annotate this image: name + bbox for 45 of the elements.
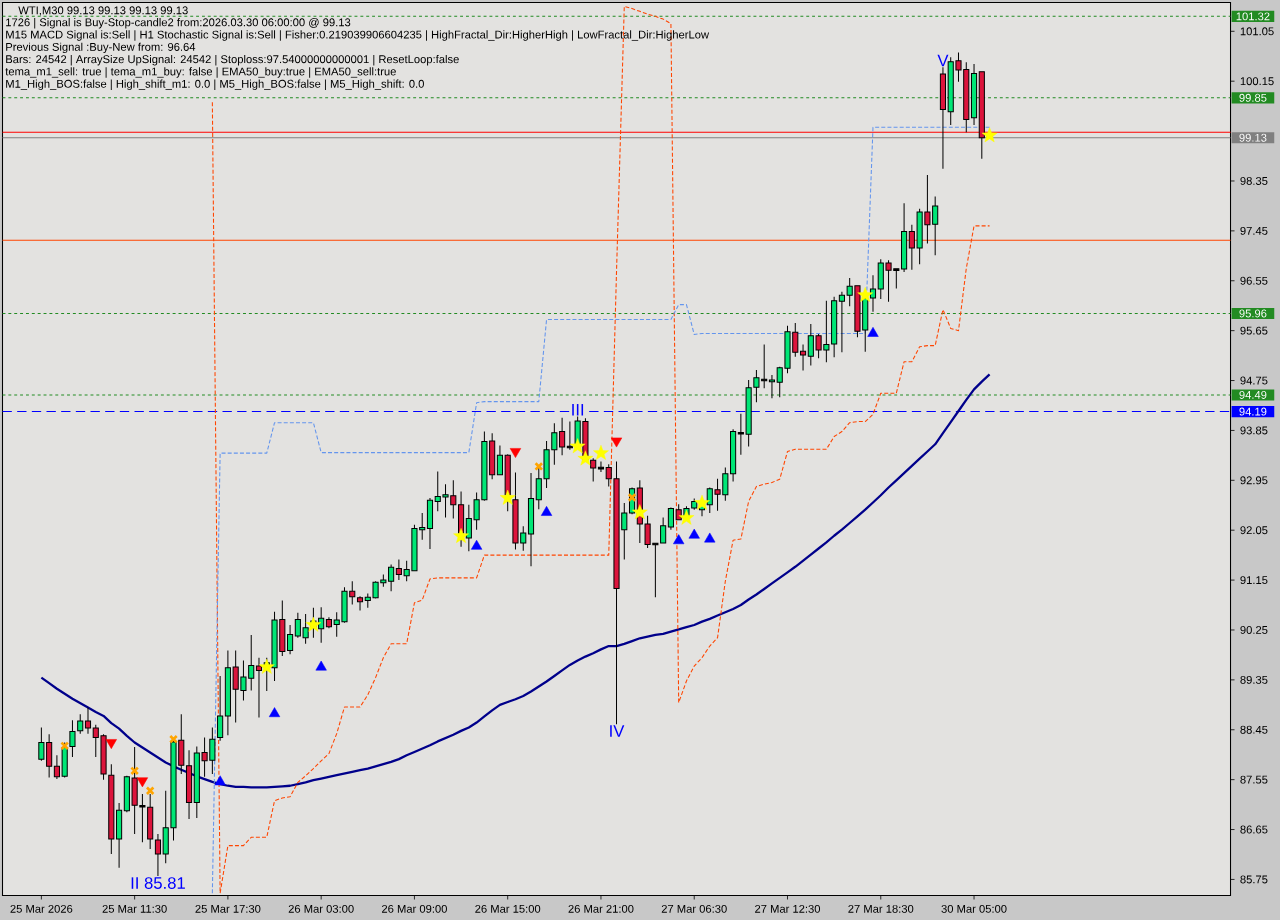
- x-tick-label: 26 Mar 21:00: [568, 904, 634, 913]
- annotation: II 85.81: [131, 877, 185, 889]
- annotation: V: [937, 54, 949, 67]
- y-tick-label: 92.05: [1240, 526, 1268, 535]
- x-tick-label: 25 Mar 2026: [10, 904, 73, 913]
- y-tick-label: 94.75: [1240, 376, 1268, 385]
- y-tick-label: 93.85: [1240, 426, 1268, 435]
- y-tick-label: 87.55: [1240, 775, 1268, 784]
- y-tick-label: 90.25: [1240, 626, 1268, 634]
- ref-line-label: 95.96: [1239, 309, 1267, 318]
- ref-line-label: 101.32: [1236, 12, 1270, 21]
- annotation: III: [572, 404, 584, 416]
- y-tick-label: 88.45: [1240, 725, 1268, 734]
- x-tick-label: 27 Mar 18:30: [848, 904, 914, 913]
- y-tick-label: 95.65: [1240, 326, 1268, 335]
- annotation: IV: [610, 725, 625, 737]
- ref-line-label: 94.19: [1239, 407, 1267, 416]
- annotation: M1_High_BOS:false | High_shift_m1: 0.0 | M5_High_BOS:false | M5_High_shift: 0.0: [6, 79, 424, 91]
- x-tick-label: 26 Mar 03:00: [288, 904, 354, 913]
- x-tick-label: 27 Mar 06:30: [661, 904, 727, 913]
- annotation: 1726 | Signal is Buy-Stop-candle2 from:2026.03.30 06:00:00 @ 99.13: [6, 18, 351, 29]
- ref-line-label: 99.85: [1239, 93, 1267, 102]
- x-tick-label: 30 Mar 05:00: [941, 904, 1007, 913]
- chart-title: WTI,M30 99.13 99.13 99.13 99.13: [18, 6, 188, 16]
- annotation: tema_m1_sell: true | tema_m1_buy: false | EMA50_buy:true | EMA50_sell:true: [5, 67, 396, 78]
- y-tick-label: 86.65: [1240, 825, 1268, 834]
- y-tick-label: 97.45: [1240, 226, 1268, 235]
- y-tick-label: 98.35: [1240, 177, 1268, 185]
- x-tick-label: 26 Mar 15:00: [475, 904, 541, 913]
- y-tick-label: 85.75: [1240, 875, 1268, 884]
- x-tick-label: 25 Mar 17:30: [195, 904, 261, 913]
- y-tick-label: 100.15: [1240, 77, 1274, 86]
- x-tick-label: 26 Mar 09:00: [382, 904, 447, 913]
- y-tick-label: 92.95: [1240, 476, 1268, 485]
- ref-line-label: 99.13: [1239, 133, 1267, 142]
- annotation: Bars: 24542 | ArraySize UpSignal: 24542 | Stoploss:97.54000000000001 | ResetLoop:false: [6, 54, 459, 66]
- y-tick-label: 91.15: [1240, 576, 1268, 585]
- y-tick-label: 101.05: [1240, 27, 1274, 36]
- annotation: Previous Signal :Buy-New from: 96.64: [6, 42, 196, 54]
- y-tick-label: 89.35: [1240, 675, 1268, 684]
- ref-line-label: 94.49: [1239, 390, 1267, 399]
- x-tick-label: 25 Mar 11:30: [102, 904, 167, 913]
- annotation: M15 MACD Signal is:Sell | H1 Stochastic Signal is:Sell | Fisher:0.219039906604235 | HighFractal_Dir:HigherHigh | LowFractal_Dir:HigherLow: [6, 30, 710, 41]
- x-tick-label: 27 Mar 12:30: [755, 904, 821, 913]
- y-tick-label: 96.55: [1240, 276, 1268, 285]
